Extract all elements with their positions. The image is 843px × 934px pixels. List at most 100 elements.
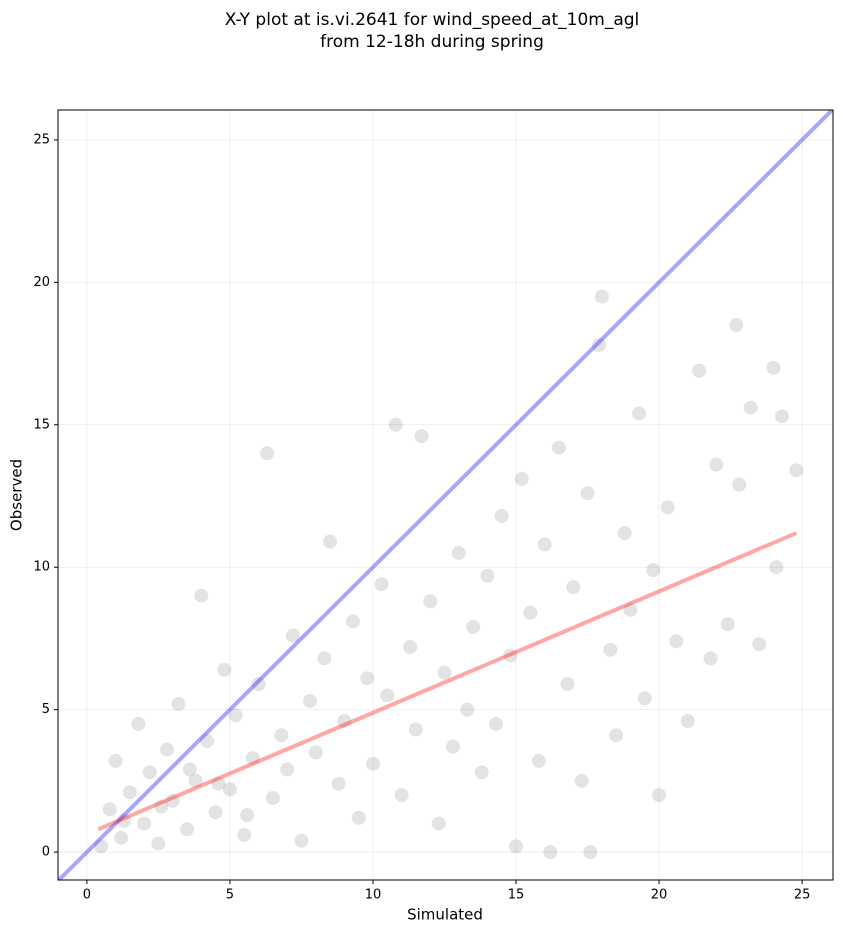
x-tick-label: 0 xyxy=(83,888,91,903)
x-tick-label: 25 xyxy=(794,888,811,903)
point xyxy=(509,839,524,854)
point xyxy=(380,688,395,703)
point xyxy=(280,762,295,777)
chart-title: from 12-18h during spring xyxy=(320,32,544,52)
point xyxy=(543,845,558,860)
point xyxy=(583,845,598,860)
point xyxy=(692,363,707,378)
point xyxy=(165,793,180,808)
point xyxy=(294,833,309,848)
point xyxy=(323,534,338,549)
point xyxy=(703,651,718,666)
point xyxy=(151,836,166,851)
x-tick-label: 5 xyxy=(226,888,234,903)
point xyxy=(180,822,195,837)
point xyxy=(108,753,123,768)
point xyxy=(652,788,667,803)
point xyxy=(351,810,366,825)
point xyxy=(240,808,255,823)
point xyxy=(331,776,346,791)
point xyxy=(360,671,375,686)
point xyxy=(451,545,466,560)
point xyxy=(466,620,481,635)
point xyxy=(308,745,323,760)
y-axis-label: Observed xyxy=(8,459,26,531)
point xyxy=(182,762,197,777)
x-axis-label: Simulated xyxy=(407,906,483,924)
point xyxy=(732,477,747,492)
point xyxy=(394,788,409,803)
point xyxy=(580,486,595,501)
point xyxy=(131,716,146,731)
point xyxy=(680,714,695,729)
point xyxy=(560,677,575,692)
line xyxy=(58,110,833,880)
point xyxy=(114,830,129,845)
point xyxy=(709,457,724,472)
plot-frame xyxy=(57,109,834,881)
point xyxy=(374,577,389,592)
point xyxy=(403,639,418,654)
point xyxy=(766,360,781,375)
point xyxy=(503,648,518,663)
point xyxy=(237,827,252,842)
x-tick-label: 10 xyxy=(365,888,382,903)
point xyxy=(317,651,332,666)
point xyxy=(488,716,503,731)
point xyxy=(646,563,661,578)
point xyxy=(514,471,529,486)
point xyxy=(769,560,784,575)
point xyxy=(603,642,618,657)
chart-title: X-Y plot at is.vi.2641 for wind_speed_at… xyxy=(225,10,640,30)
y-tick-label: 5 xyxy=(42,702,50,717)
point xyxy=(617,526,632,541)
point xyxy=(437,665,452,680)
x-tick-label: 20 xyxy=(651,888,668,903)
point xyxy=(211,776,226,791)
point xyxy=(414,429,429,444)
point xyxy=(142,765,157,780)
point xyxy=(789,463,804,478)
point xyxy=(274,728,289,743)
point xyxy=(446,739,461,754)
point xyxy=(171,696,186,711)
point xyxy=(594,289,609,304)
point xyxy=(743,400,758,415)
point xyxy=(623,602,638,617)
point xyxy=(245,751,260,766)
point xyxy=(752,637,767,652)
y-tick-label: 15 xyxy=(33,417,50,432)
y-tick-label: 25 xyxy=(33,132,50,147)
point xyxy=(337,714,352,729)
point xyxy=(480,568,495,583)
point xyxy=(537,537,552,552)
point xyxy=(431,816,446,831)
point xyxy=(188,773,203,788)
point xyxy=(775,409,790,424)
point xyxy=(531,753,546,768)
point xyxy=(591,338,606,353)
point xyxy=(217,662,232,677)
point xyxy=(660,500,675,515)
point xyxy=(117,813,132,828)
point xyxy=(574,773,589,788)
point xyxy=(122,785,137,800)
point xyxy=(285,628,300,643)
point xyxy=(260,446,275,461)
point xyxy=(208,805,223,820)
point xyxy=(474,765,489,780)
point xyxy=(637,691,652,706)
y-tick-label: 20 xyxy=(33,275,50,290)
point xyxy=(566,580,581,595)
point xyxy=(228,708,243,723)
point xyxy=(154,799,169,814)
point xyxy=(494,508,509,523)
point xyxy=(609,728,624,743)
point xyxy=(423,594,438,609)
point xyxy=(94,839,109,854)
point xyxy=(102,802,117,817)
point xyxy=(222,782,237,797)
point xyxy=(265,790,280,805)
